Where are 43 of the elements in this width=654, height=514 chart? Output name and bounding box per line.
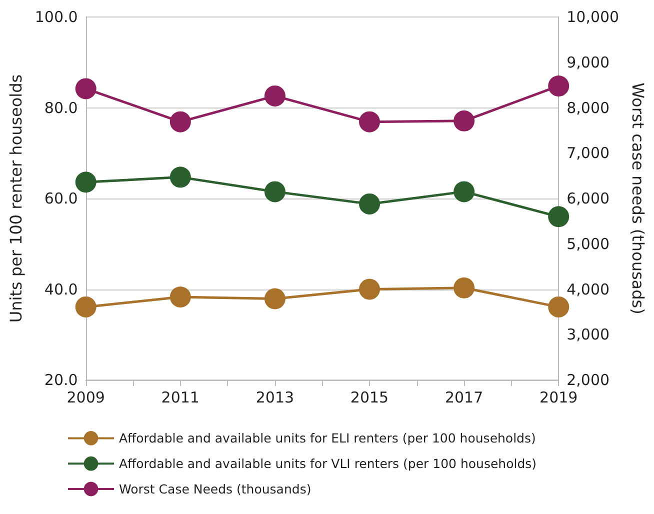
y-tick-label: 20.0: [44, 371, 78, 389]
y-tick-label: 100.0: [34, 8, 78, 26]
y-tick-label: 80.0: [44, 98, 78, 117]
legend-label: Affordable and available units for VLI renters (per 100 households): [119, 456, 537, 472]
y2-tick-label: 3,000: [566, 326, 610, 344]
point: [454, 277, 475, 298]
x-tick-label: 2017: [444, 388, 484, 406]
x-tick-label: 2011: [161, 388, 200, 406]
x-tick-label: 2015: [350, 388, 389, 406]
y2-tick-label: 5,000: [566, 234, 610, 253]
y2-tick-label: 7,000: [566, 144, 610, 162]
y-tick-label: 60.0: [44, 190, 78, 208]
y2-tick-label: 2,000: [566, 371, 610, 389]
point: [359, 278, 380, 300]
y-axis-title: Units per 100 renter houseolds: [6, 74, 26, 323]
point: [170, 166, 191, 188]
y2-tick-label: 8,000: [566, 98, 610, 117]
point: [359, 193, 380, 214]
point: [548, 206, 570, 228]
point: [359, 111, 380, 132]
point: [454, 110, 475, 132]
y2-axis-title: Worst case needs (thousads): [628, 82, 648, 314]
x-tick-label: 2019: [540, 388, 578, 406]
point: [454, 181, 475, 202]
y2-tick-label: 4,000: [566, 280, 610, 298]
point: [75, 296, 96, 318]
point: [264, 85, 286, 106]
y2-tick-label: 6,000: [566, 190, 610, 208]
point: [170, 111, 191, 132]
point: [264, 288, 286, 310]
point: [264, 181, 286, 202]
point: [170, 286, 191, 308]
y2-tick-label: 10,000: [566, 8, 620, 26]
point: [75, 78, 96, 100]
x-tick-label: 2009: [66, 388, 105, 406]
legend-label: Worst Case Needs (thousands): [119, 482, 312, 496]
point: [75, 172, 96, 193]
y2-tick-label: 9,000: [566, 53, 610, 72]
x-tick-label: 2013: [256, 388, 294, 406]
y-tick-label: 40.0: [44, 280, 78, 298]
point: [548, 75, 570, 96]
legend-label: Affordable and available units for ELI renters (per 100 households): [119, 430, 536, 446]
point: [548, 296, 570, 318]
